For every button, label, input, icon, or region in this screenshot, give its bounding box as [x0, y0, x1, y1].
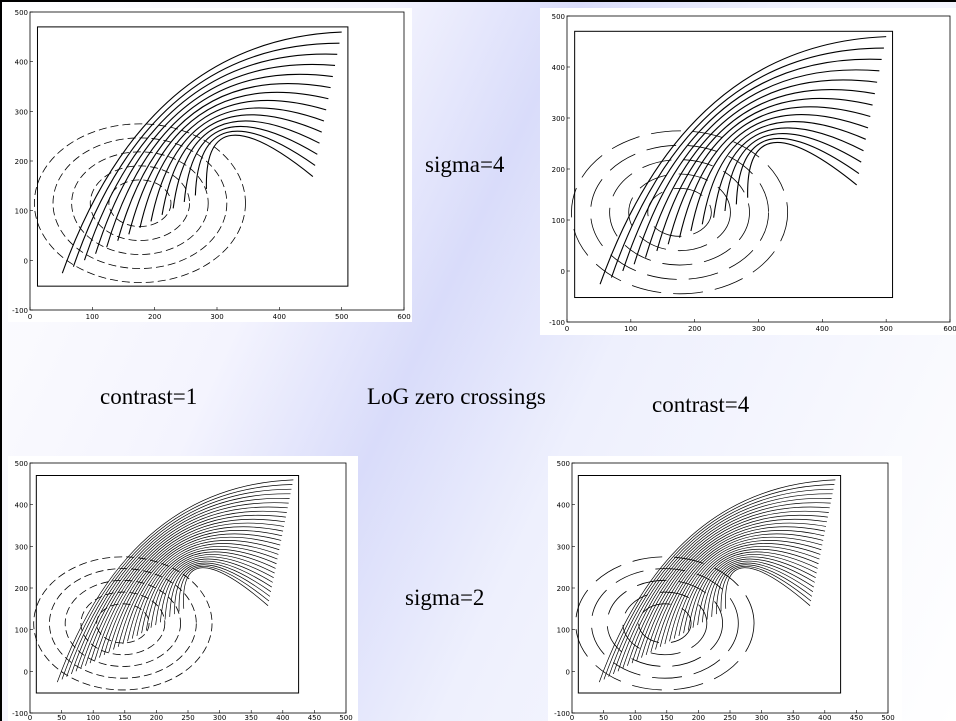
y-tick-label: 0 [24, 668, 28, 676]
y-tick-label: 300 [15, 543, 28, 551]
x-tick-label: 500 [879, 325, 892, 333]
x-tick-label: 0 [28, 714, 32, 721]
x-tick-label: 400 [273, 313, 286, 321]
x-tick-label: 450 [308, 714, 321, 721]
y-tick-label: 300 [557, 543, 570, 551]
x-tick-label: 100 [624, 325, 637, 333]
y-tick-label: 200 [15, 158, 28, 166]
x-tick-label: 500 [339, 714, 352, 721]
x-tick-label: 100 [87, 714, 100, 721]
x-tick-label: 300 [213, 714, 226, 721]
figure-layer: 0100200300400500600-10001002003004005000… [0, 0, 956, 721]
y-tick-label: 500 [15, 9, 28, 17]
x-tick-label: 300 [752, 325, 765, 333]
x-tick-label: 200 [150, 714, 163, 721]
y-tick-label: 100 [15, 208, 28, 216]
x-tick-label: 200 [688, 325, 701, 333]
y-tick-label: 400 [557, 502, 570, 510]
y-tick-label: 100 [557, 627, 570, 635]
center-title: LoG zero crossings [367, 384, 546, 410]
y-tick-label: 500 [557, 460, 570, 468]
contrast-label: contrast=4 [652, 392, 749, 418]
image-background [548, 456, 902, 721]
y-tick-label: 100 [552, 217, 565, 225]
x-tick-label: 50 [599, 714, 608, 721]
x-tick-label: 300 [755, 714, 768, 721]
image-background [8, 456, 358, 721]
y-tick-label: 500 [552, 13, 565, 21]
x-tick-label: 100 [86, 313, 99, 321]
sigma-label: sigma=2 [405, 585, 484, 611]
y-tick-label: 400 [552, 64, 565, 72]
x-tick-label: 0 [565, 325, 569, 333]
x-tick-label: 500 [881, 714, 894, 721]
x-tick-label: 300 [210, 313, 223, 321]
x-tick-label: 150 [118, 714, 131, 721]
y-tick-label: 300 [15, 108, 28, 116]
x-tick-label: 400 [276, 714, 289, 721]
x-tick-label: 150 [660, 714, 673, 721]
x-tick-label: 250 [723, 714, 736, 721]
x-tick-label: 400 [818, 714, 831, 721]
x-tick-label: 0 [570, 714, 574, 721]
slide: 0100200300400500600-10001002003004005000… [0, 0, 956, 721]
y-tick-label: -100 [12, 307, 28, 315]
y-tick-label: -100 [549, 319, 565, 327]
image-background [540, 8, 956, 335]
x-tick-label: 200 [692, 714, 705, 721]
y-tick-label: 200 [557, 585, 570, 593]
x-tick-label: 100 [629, 714, 642, 721]
sigma-label: sigma=4 [425, 152, 504, 178]
y-tick-label: 200 [552, 166, 565, 174]
x-tick-label: 450 [850, 714, 863, 721]
x-tick-label: 0 [28, 313, 32, 321]
contrast-label: contrast=1 [100, 384, 197, 410]
x-tick-label: 50 [57, 714, 66, 721]
y-tick-label: -100 [12, 710, 28, 718]
x-tick-label: 400 [816, 325, 829, 333]
y-tick-label: 500 [15, 460, 28, 468]
y-tick-label: 300 [552, 115, 565, 123]
x-tick-label: 500 [335, 313, 348, 321]
y-tick-label: 200 [15, 585, 28, 593]
x-tick-label: 200 [148, 313, 161, 321]
x-tick-label: 350 [245, 714, 258, 721]
x-tick-label: 600 [943, 325, 956, 333]
y-tick-label: 0 [24, 257, 28, 265]
x-tick-label: 600 [397, 313, 410, 321]
y-tick-label: 0 [566, 668, 570, 676]
y-tick-label: 100 [15, 627, 28, 635]
y-tick-label: -100 [554, 710, 570, 718]
x-tick-label: 250 [181, 714, 194, 721]
y-tick-label: 400 [15, 502, 28, 510]
x-tick-label: 350 [787, 714, 800, 721]
y-tick-label: 400 [15, 59, 28, 67]
y-tick-label: 0 [561, 268, 565, 276]
